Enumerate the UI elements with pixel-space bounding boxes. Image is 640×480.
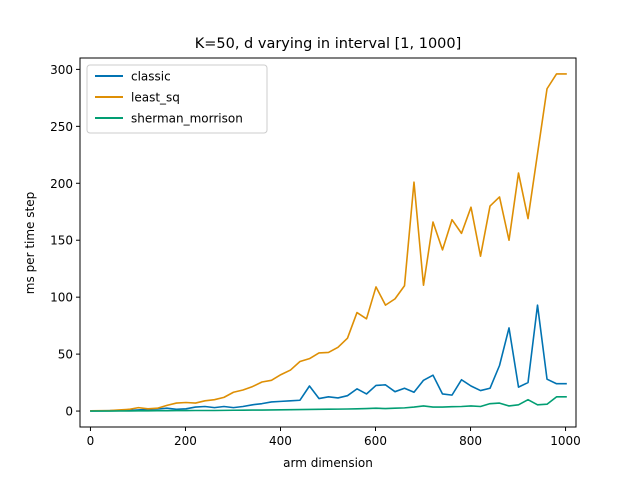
series-line-least-sq	[90, 73, 567, 412]
x-tick-label: 200	[174, 434, 197, 448]
legend: classic least_sq sherman_morrison	[86, 64, 268, 134]
y-tick-label: 0	[65, 405, 73, 419]
y-tick-label: 200	[50, 177, 73, 191]
series-line-classic	[90, 304, 567, 412]
x-tick-label: 800	[459, 434, 482, 448]
plot-area	[90, 73, 567, 412]
series-line-sherman-morrison	[90, 396, 567, 412]
y-tick-label: 250	[50, 120, 73, 134]
axes-frame	[79, 57, 577, 428]
chart-title: K=50, d varying in interval [1, 1000]	[195, 36, 462, 52]
legend-label-least-sq: least_sq	[131, 91, 180, 105]
x-tick-label: 600	[364, 434, 387, 448]
y-tick-label: 100	[50, 291, 73, 305]
y-tick-label: 300	[50, 63, 73, 77]
legend-label-classic: classic	[131, 70, 171, 84]
x-tick-label: 400	[269, 434, 292, 448]
y-tick-label: 150	[50, 234, 73, 248]
legend-box	[86, 64, 268, 134]
y-axis-label: ms per time step	[23, 192, 37, 294]
x-tick-label: 1000	[550, 434, 581, 448]
y-axis-ticks: 0 50 100 150 200 250 300	[50, 63, 80, 419]
x-axis-ticks: 0 200 400 600 800 1000	[87, 427, 581, 448]
x-axis-label: arm dimension	[283, 456, 373, 470]
legend-label-sherman-morrison: sherman_morrison	[131, 112, 243, 126]
y-tick-label: 50	[58, 348, 73, 362]
x-tick-label: 0	[87, 434, 95, 448]
